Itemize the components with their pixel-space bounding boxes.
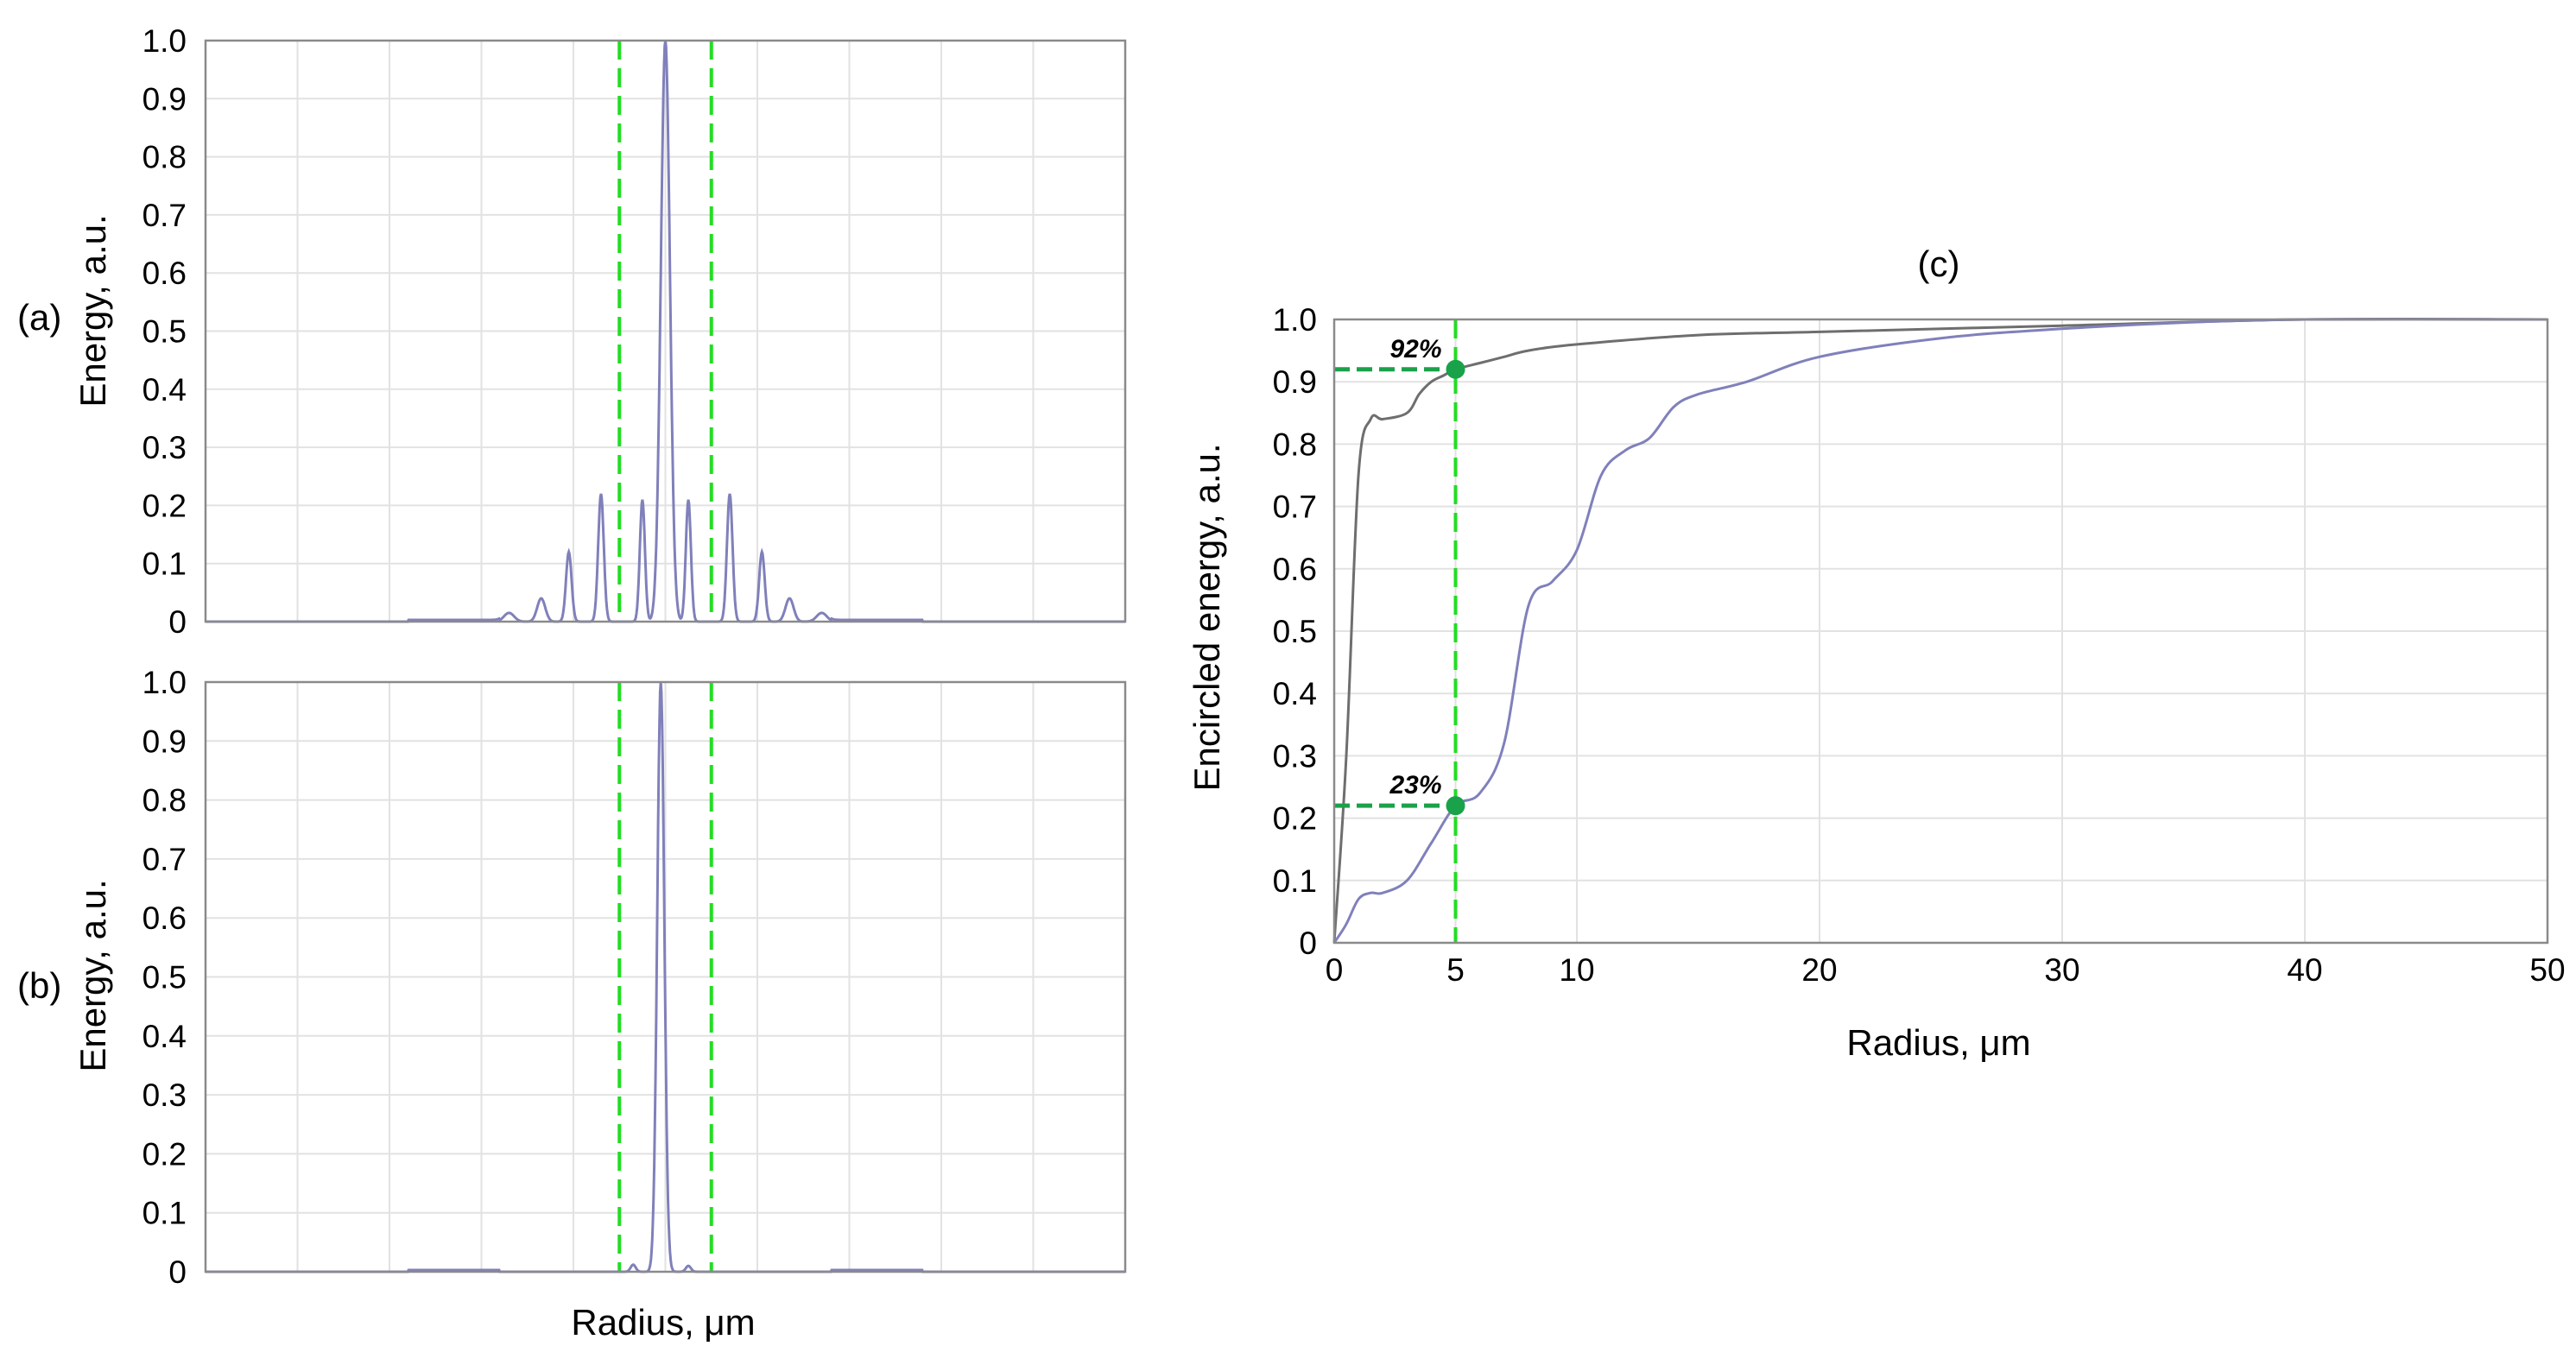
c-xtick-label: 10 bbox=[1559, 952, 1594, 988]
panel-b-xlabel: Radius, μm bbox=[571, 1302, 755, 1343]
a-ytick-label: 0.4 bbox=[142, 372, 187, 408]
b-ytick-label: 0.3 bbox=[142, 1077, 187, 1113]
c-ytick-label: 0.8 bbox=[1273, 427, 1317, 462]
panel-a-ylabel: Energy, a.u. bbox=[73, 214, 113, 407]
b-ytick-label: 0 bbox=[168, 1254, 187, 1290]
c-ytick-label: 0.3 bbox=[1273, 738, 1317, 774]
c-xtick-label: 5 bbox=[1446, 952, 1465, 988]
b-ytick-label: 0.7 bbox=[142, 842, 187, 877]
b-ytick-label: 0.8 bbox=[142, 783, 187, 818]
c-marker-point bbox=[1446, 796, 1465, 816]
a-ytick-label: 0.6 bbox=[142, 256, 187, 291]
c-xtick-label: 50 bbox=[2529, 952, 2565, 988]
c-ytick-label: 0.6 bbox=[1273, 552, 1317, 587]
c-xtick-label: 30 bbox=[2044, 952, 2079, 988]
c-ytick-label: 0 bbox=[1299, 926, 1317, 961]
panel-c-ylabel: Encircled energy, a.u. bbox=[1187, 443, 1227, 791]
a-ytick-label: 0.8 bbox=[142, 140, 187, 175]
panel-c-series-line-2 bbox=[1332, 318, 2548, 944]
c-ytick-label: 0.5 bbox=[1273, 614, 1317, 649]
panel-c-y-ticks: 0 0.1 0.2 0.3 0.4 0.5 0.6 0.7 0.8 0.9 1.0 bbox=[1273, 302, 1317, 961]
panel-b-grid bbox=[206, 682, 1125, 1272]
a-ytick-label: 0.9 bbox=[142, 81, 187, 117]
a-ytick-label: 0.7 bbox=[142, 198, 187, 233]
panel-a-grid bbox=[206, 41, 1125, 622]
b-ytick-label: 0.6 bbox=[142, 901, 187, 936]
a-ytick-label: 0 bbox=[168, 604, 187, 640]
c-annotation-label: 92% bbox=[1389, 335, 1441, 363]
c-ytick-label: 0.4 bbox=[1273, 676, 1317, 711]
panel-c-x-ticks: 0 5 10 20 30 40 50 bbox=[1326, 952, 2566, 988]
panel-b-frame bbox=[204, 680, 1127, 1273]
panel-b-y-ticks: 0 0.1 0.2 0.3 0.4 0.5 0.6 0.7 0.8 0.9 1.0 bbox=[142, 665, 187, 1290]
c-ytick-label: 1.0 bbox=[1273, 302, 1317, 338]
c-ytick-label: 0.9 bbox=[1273, 364, 1317, 400]
c-marker-point bbox=[1446, 359, 1465, 379]
panel-c: (c) Encircled energy, a.u. 0 0.1 0.2 0.3 0.4… bbox=[1187, 243, 2566, 1063]
panel-a: (a) Energy, a.u. 00.10.20.30.40.50.60.70… bbox=[17, 23, 1127, 640]
panel-c-grid bbox=[1334, 319, 2548, 943]
panel-c-label: (c) bbox=[1918, 243, 1960, 284]
panel-c-frame bbox=[1332, 318, 2549, 945]
panel-a-y-ticks: 0 0.1 0.2 0.3 0.4 0.5 0.6 0.7 0.8 0.9 1.0 bbox=[142, 23, 187, 640]
panel-b-label: (b) bbox=[17, 965, 61, 1006]
a-ytick-label: 0.5 bbox=[142, 314, 187, 350]
c-ytick-label: 0.2 bbox=[1273, 801, 1317, 837]
a-ytick-label: 0.2 bbox=[142, 488, 187, 523]
b-ytick-label: 0.9 bbox=[142, 724, 187, 759]
c-ytick-label: 0.7 bbox=[1273, 490, 1317, 525]
b-ytick-label: 0.2 bbox=[142, 1136, 187, 1172]
panel-b-ylabel: Energy, a.u. bbox=[73, 879, 113, 1071]
b-ytick-label: 0.5 bbox=[142, 960, 187, 995]
b-ytick-label: 0.4 bbox=[142, 1019, 187, 1054]
panel-a-frame bbox=[204, 39, 1127, 623]
c-xtick-label: 0 bbox=[1326, 952, 1344, 988]
b-ytick-label: 0.1 bbox=[142, 1196, 187, 1231]
a-ytick-label: 0.1 bbox=[142, 547, 187, 582]
panel-a-markers bbox=[617, 41, 713, 622]
c-xtick-label: 40 bbox=[2287, 952, 2322, 988]
c-annotation-label: 23% bbox=[1389, 771, 1441, 799]
panel-c-annotations: 92% 23% bbox=[1334, 319, 1465, 943]
c-xtick-label: 20 bbox=[1801, 952, 1837, 988]
c-ytick-label: 0.1 bbox=[1273, 863, 1317, 899]
panel-b-markers bbox=[617, 682, 713, 1272]
panel-a-label: (a) bbox=[17, 297, 61, 338]
panel-c-xlabel: Radius, μm bbox=[1846, 1022, 2030, 1063]
a-ytick-label: 1.0 bbox=[142, 23, 187, 59]
panel-c-series-line-1 bbox=[1332, 317, 2548, 944]
b-ytick-label: 1.0 bbox=[142, 665, 187, 700]
panel-b: (b) Energy, a.u. 00.10.20.30.40.50.60.70… bbox=[17, 665, 1127, 1343]
a-ytick-label: 0.3 bbox=[142, 430, 187, 465]
